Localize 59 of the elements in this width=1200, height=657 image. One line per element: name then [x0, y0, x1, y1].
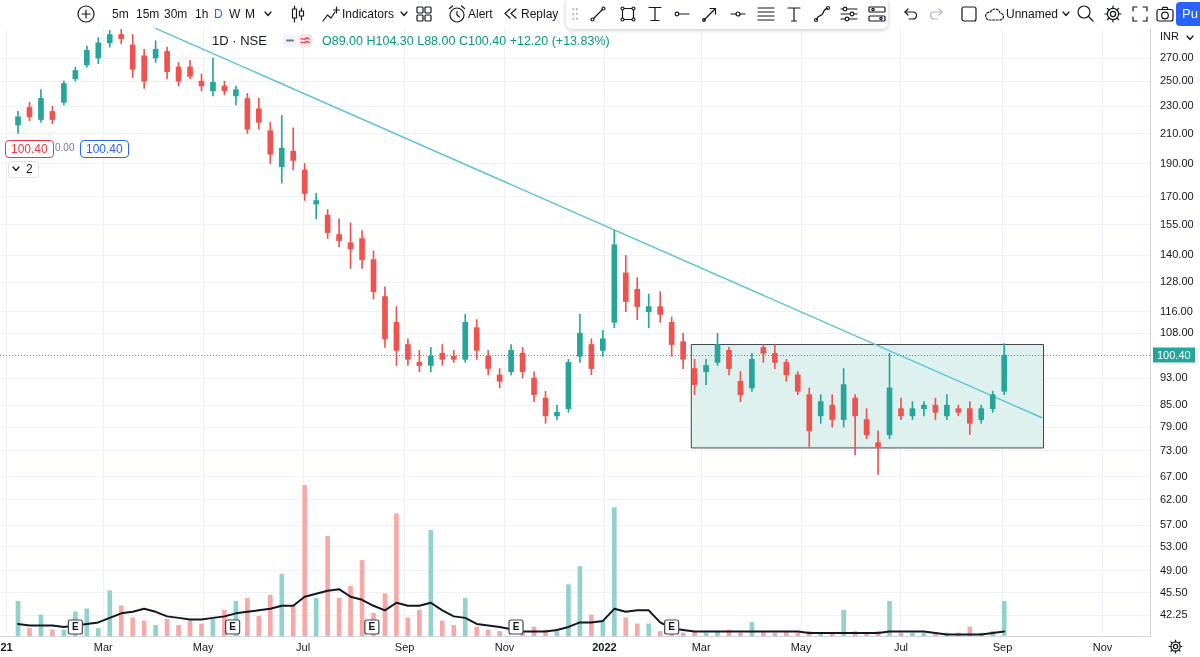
text: 15m: [136, 6, 160, 22]
x-tick-label: May: [192, 640, 215, 653]
annotation: E: [668, 621, 676, 633]
annotation: 2: [8, 161, 39, 178]
text: Replay: [521, 6, 559, 22]
x-tick-label: May: [790, 640, 812, 653]
y-tick-label: 155.00: [1160, 217, 1194, 230]
y-tick-label: 108.00: [1160, 326, 1194, 339]
annotation: E: [368, 621, 376, 633]
y-tick-label: 79.00: [1160, 420, 1188, 433]
text: 1h: [195, 6, 209, 22]
y-tick-label: 85.00: [1160, 398, 1188, 411]
x-tick-label: Jul: [893, 640, 909, 653]
y-tick-label: 53.00: [1160, 539, 1188, 552]
text: M: [245, 6, 255, 22]
text: Indicators: [342, 6, 395, 22]
text: 30m: [164, 6, 188, 22]
y-tick-label: 140.00: [1160, 248, 1194, 261]
x-tick-label: Sep: [394, 640, 415, 653]
y-tick-label: 230.00: [1160, 99, 1194, 112]
y-tick-label: 93.00: [1160, 371, 1188, 384]
text: O89.00 H104.30 L88.00 C100.40 +12.20 (+13.83%): [322, 33, 610, 49]
y-tick-label: 270.00: [1160, 51, 1194, 64]
annotation: 100.40: [80, 140, 129, 158]
x-tick-label: 21: [0, 640, 13, 653]
x-tick-label: 2022: [592, 640, 617, 653]
annotation: E: [512, 621, 520, 633]
ref-line-label: 100.40: [1157, 348, 1191, 361]
text: Unnamed: [1006, 6, 1059, 22]
y-tick-label: 67.00: [1160, 469, 1188, 482]
x-tick-label: Sep: [992, 640, 1013, 653]
annotation: E: [229, 621, 237, 633]
y-tick-label: 62.00: [1160, 492, 1188, 505]
y-tick-label: 210.00: [1160, 126, 1194, 139]
y-tick-label: 250.00: [1160, 74, 1194, 87]
x-tick-label: Nov: [494, 640, 515, 653]
y-tick-label: 57.00: [1160, 518, 1188, 531]
x-tick-label: Nov: [1092, 640, 1113, 653]
y-axis-title: INR: [1160, 30, 1179, 43]
x-tick-label: Jul: [296, 640, 311, 653]
annotation: 100.40: [5, 140, 54, 158]
y-tick-label: 128.00: [1160, 275, 1194, 288]
y-tick-label: 170.00: [1160, 189, 1194, 202]
y-tick-label: 49.00: [1160, 563, 1188, 576]
annotation: E: [72, 621, 80, 633]
x-tick-label: Mar: [691, 640, 711, 653]
y-tick-label: 42.25: [1160, 608, 1188, 621]
text: W: [229, 6, 241, 22]
chart-title: 1D · NSE: [212, 33, 267, 49]
y-tick-label: 73.00: [1160, 443, 1188, 456]
y-tick-label: 190.00: [1160, 156, 1194, 169]
x-tick-label: Mar: [93, 640, 114, 653]
y-tick-label: 45.50: [1160, 585, 1188, 598]
text: D: [214, 6, 223, 22]
text: Alert: [468, 6, 493, 22]
y-tick-label: 116.00: [1160, 304, 1193, 317]
text: 5m: [112, 6, 129, 22]
text: Pu: [1176, 2, 1200, 26]
annotation: 0.00: [55, 142, 75, 154]
